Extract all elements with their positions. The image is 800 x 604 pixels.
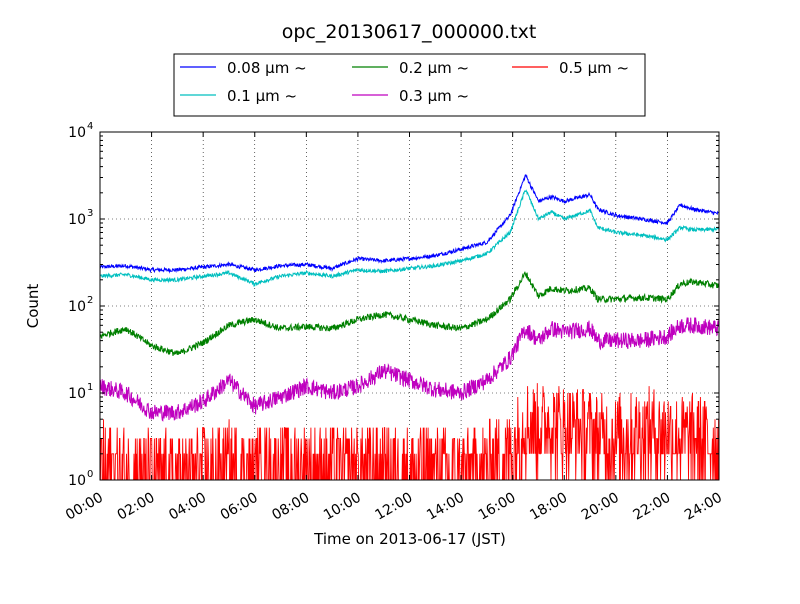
- y-tick-label: 10: [68, 299, 86, 315]
- series-layer: [100, 173, 719, 480]
- chart-title: opc_20130617_000000.txt: [282, 21, 537, 43]
- legend-label: 0.1 μm ~: [227, 87, 297, 105]
- y-tick-label: 10: [68, 473, 86, 489]
- y-tick-label: 10: [68, 212, 86, 228]
- y-axis-label: Count: [24, 284, 42, 329]
- legend: 0.08 μm ~ 0.1 μm ~ 0.2 μm ~ 0.3 μm ~ 0.5 μm …: [173, 53, 646, 117]
- y-tick-label: 10: [68, 125, 86, 141]
- series-line: [100, 317, 719, 422]
- tick-marks: [99, 131, 720, 481]
- y-tick-exponent: 1: [87, 382, 93, 393]
- legend-label: 0.5 μm ~: [559, 59, 629, 77]
- series-line: [100, 189, 719, 288]
- series-line: [100, 271, 719, 356]
- y-tick-label: 10: [68, 386, 86, 402]
- x-axis-label: Time on 2013-06-17 (JST): [313, 530, 506, 548]
- y-tick-exponent: 4: [87, 121, 93, 132]
- series-line: [100, 383, 719, 480]
- series-line: [100, 173, 719, 274]
- legend-box: [173, 53, 646, 117]
- y-tick-exponent: 2: [87, 295, 93, 306]
- y-tick-exponent: 3: [87, 208, 93, 219]
- legend-label: 0.3 μm ~: [399, 87, 469, 105]
- legend-label: 0.2 μm ~: [399, 59, 469, 77]
- y-tick-exponent: 0: [87, 469, 93, 480]
- legend-label: 0.08 μm ~: [227, 59, 307, 77]
